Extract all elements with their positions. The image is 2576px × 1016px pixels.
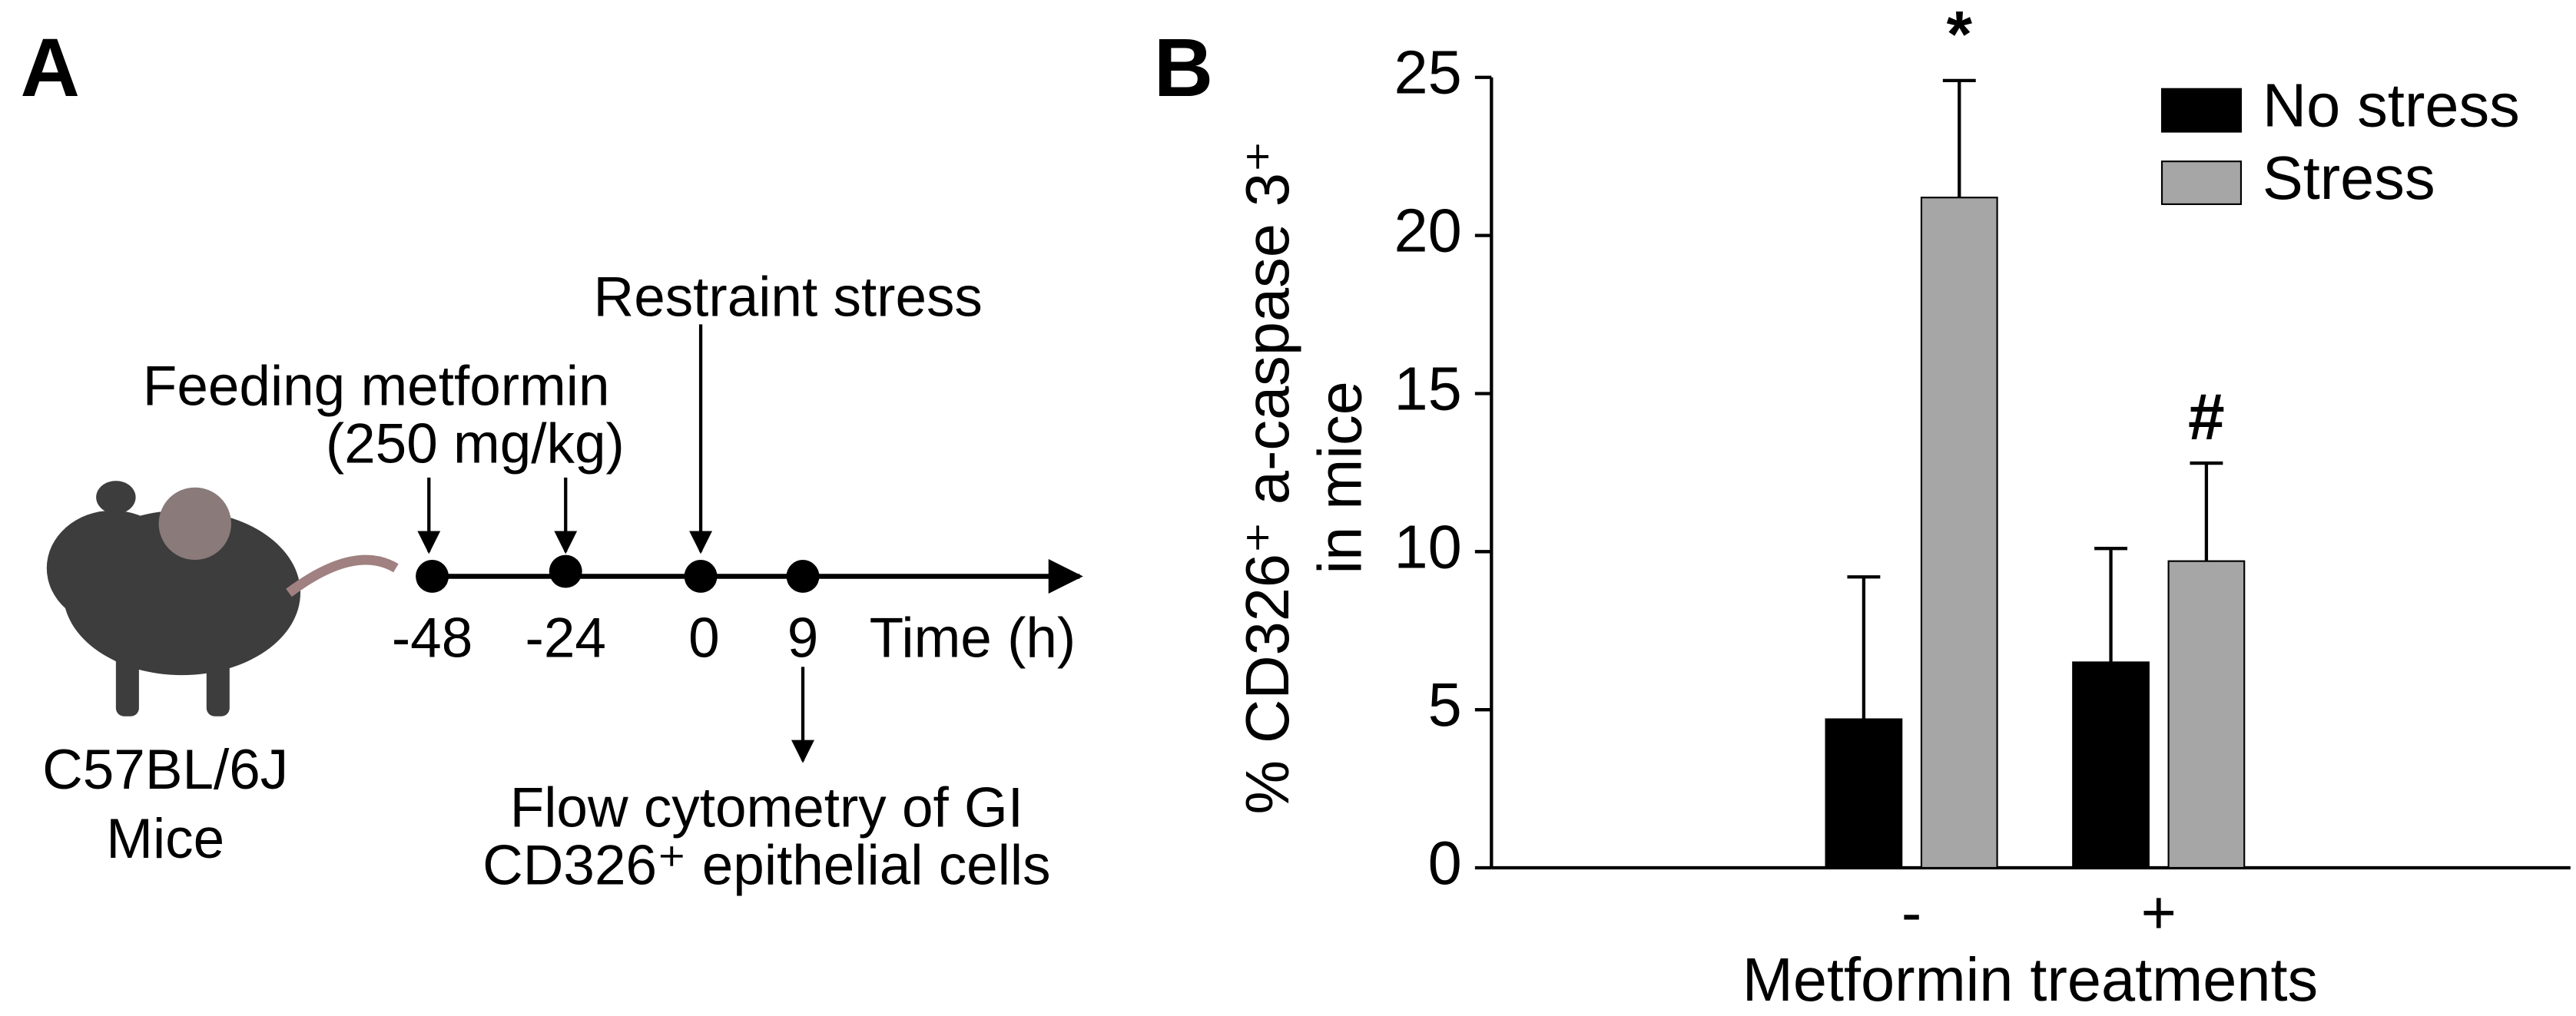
panel-label: A <box>21 22 80 114</box>
y-tick-label: 20 <box>1394 197 1461 265</box>
feeding-label: Feeding metformin <box>143 355 610 417</box>
subject-line: C57BL/6J <box>42 739 288 801</box>
bar <box>1920 197 1998 869</box>
x-tick-label: + <box>2141 878 2177 946</box>
legend-label: No stress <box>2263 71 2520 140</box>
time-point: 9 <box>787 607 819 670</box>
legend-swatch <box>2160 88 2243 133</box>
y-tick-label: 5 <box>1428 670 1462 739</box>
bar <box>2167 560 2246 869</box>
y-tick-label: 0 <box>1428 829 1462 897</box>
dose-label: (250 mg/kg) <box>326 412 625 475</box>
legend-label: Stress <box>2263 144 2435 212</box>
legend-swatch <box>2160 161 2243 205</box>
y-label-line: in mice <box>1305 381 1374 574</box>
stress-label: Restraint stress <box>594 266 983 329</box>
x-axis-label: Metformin treatments <box>1742 945 2318 1014</box>
y-tick-label: 15 <box>1394 354 1461 422</box>
bar <box>1825 718 1903 869</box>
y-axis-label: % CD326⁺ a-caspase 3⁺ in mice <box>1233 141 1374 814</box>
readout-line: CD326⁺ epithelial cells <box>482 834 1050 896</box>
significance-marker: * <box>1947 0 1973 71</box>
y-tick-label: 10 <box>1394 512 1461 581</box>
time-label: Time (h) <box>870 607 1076 670</box>
mouse-icon <box>46 481 399 716</box>
panel-label: B <box>1154 22 1213 114</box>
y-tick-label: 25 <box>1394 38 1461 107</box>
time-point: -48 <box>392 607 472 670</box>
time-point: 0 <box>688 607 720 670</box>
timeline-arrows <box>417 324 815 763</box>
timeline-dots <box>416 554 820 593</box>
bar <box>2072 661 2150 869</box>
y-label-line: % CD326⁺ a-caspase 3⁺ <box>1233 141 1301 814</box>
significance-marker: # <box>2188 380 2225 454</box>
time-point: -24 <box>525 607 606 670</box>
subject-line: Mice <box>106 808 224 870</box>
x-tick-label: - <box>1901 878 1921 946</box>
readout-line: Flow cytometry of GI <box>510 776 1023 839</box>
